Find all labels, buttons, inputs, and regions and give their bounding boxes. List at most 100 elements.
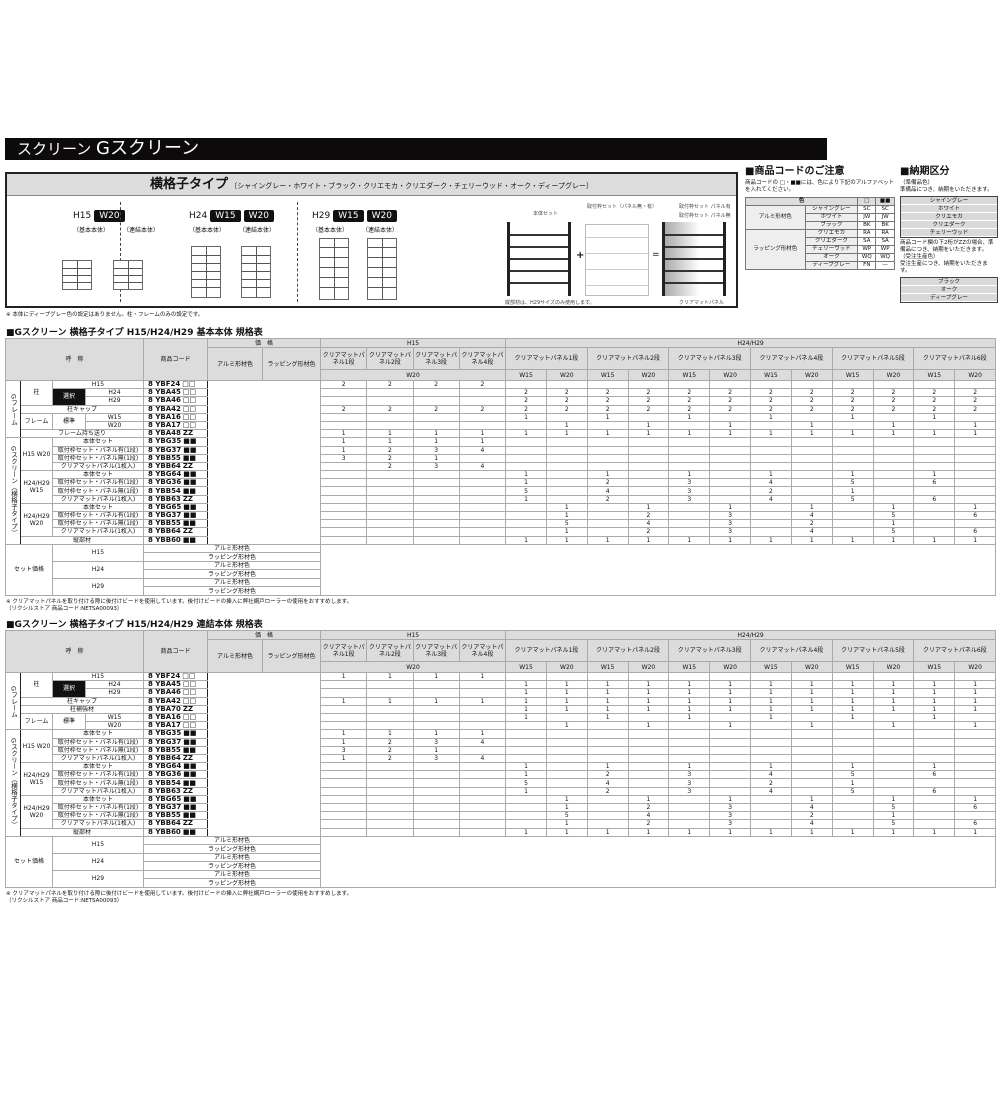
qty-h24: 2 [586,478,629,488]
qty-h15 [366,519,414,529]
qty-h15 [320,502,368,513]
qty-h24 [627,379,670,390]
code-text: 8 YBA45 [148,388,181,397]
qty-h24: 2 [709,396,752,406]
header-width: W20 [545,369,588,381]
qty-h24: 1 [709,420,752,431]
title-prefix: スクリーン [17,140,92,158]
qty-h15 [320,494,368,504]
qty-h24 [954,671,997,682]
qty-h24 [954,412,997,422]
qty-h24: 1 [750,535,792,545]
qty-h24: 1 [505,770,547,780]
qty-h24 [790,478,833,488]
qty-h15: 2 [366,404,414,414]
header-width: W20 [790,661,833,673]
qty-h24 [790,494,833,504]
qty-h15 [458,502,507,513]
qty-h24: 2 [586,404,629,414]
code-text: 8 YBB63 [148,787,181,795]
qty-h24 [545,729,588,739]
qty-h24 [668,671,711,682]
qty-h24: 1 [505,494,547,504]
item-label: 本体セット [51,762,145,772]
qty-h24: 1 [709,502,752,513]
qty-h24: 1 [750,429,792,439]
product-code: 8 YBA17 □□ [143,721,209,731]
qty-h15 [412,412,460,422]
item-label: H15 [51,379,145,390]
qty-h24 [954,762,997,772]
group-label: 柱 [20,672,53,698]
color-name: クリエモカ [804,229,859,238]
list-item: クリエモカ [901,213,997,221]
qty-h15 [412,396,460,406]
qty-h15 [458,396,507,406]
qty-h15 [320,461,368,472]
code-text: 8 YBA46 [148,396,181,405]
qty-h24 [790,786,833,796]
header-panel: クリアマットパネル5段 [831,639,915,662]
delivery-panel: ■納期区分 （準備品色） 準備品につき、納期をいただきます。 シャイングレー ホ… [900,166,998,305]
qty-h24 [913,420,956,431]
qty-h24: 1 [872,827,915,837]
color-code-mark: ■■ [183,478,197,487]
qty-h24: 1 [545,510,588,521]
qty-h24 [709,470,752,480]
qty-h24 [790,470,833,480]
qty-h24 [709,745,752,755]
header-width: W20 [320,661,507,673]
qty-h15 [320,704,368,714]
qty-h24 [709,445,752,455]
qty-h24 [913,778,956,788]
size-label: H15 [73,211,92,221]
qty-h15: 1 [320,737,368,747]
header-alum: アルミ形材色 [207,639,264,673]
table-row: クリアマットパネル(1枚入) 8 YBB64 ZZ 2 3 4 [6,461,997,472]
code-text: 8 YBB55 [148,746,181,754]
qty-h24 [790,712,833,723]
color-name: クリエダーク [804,237,859,246]
qty-h24 [954,737,997,747]
qty-h24 [831,737,874,747]
header-panel: クリアマットパネル3段 [668,347,752,370]
qty-h15: 1 [320,696,368,706]
qty-h24: 5 [831,770,874,780]
qty-h24: 2 [545,396,588,406]
table-row: クリアマットパネル(1枚入) 8 YBB64 ZZ 1 2 3 4 [6,753,997,764]
qty-h24 [668,753,711,764]
qty-h24: 2 [790,811,833,821]
color-code-mark: ■■ [183,446,197,454]
color-code-mark: ■■ [182,486,197,495]
section-label: Gフレーム [5,671,21,731]
qty-h24 [872,753,915,764]
qty-h15: 2 [366,453,414,463]
qty-h24: 1 [627,429,670,439]
qty-h24 [545,412,588,422]
qty-h24: 2 [627,404,670,414]
qty-h24: 1 [831,535,874,545]
list-item: チェリーウッド [901,229,997,237]
qty-h15: 1 [412,453,460,463]
diagram-label: 取付枠セット パネル有 [679,204,731,210]
qty-h24 [913,729,956,739]
set-kind: ラッピング形材色 [143,878,322,888]
qty-h24: 5 [545,811,588,821]
code-notice-panel: ■商品コードのご注意 商品コードの □・■■には、色により下記のアルファベットを… [744,166,895,270]
qty-h24 [750,379,792,390]
diagram-label: 縦部材は、H29サイズのみ使用します。 [505,300,595,306]
group-label: フレーム [20,712,53,731]
qty-h24 [790,379,833,390]
item-label: W20 [84,721,145,731]
qty-h24: 1 [790,535,833,545]
qty-h24 [627,453,670,463]
table-row: 柱補強材 8 YBA70 ZZ 1 1 1 1 1 1 1 1 1 1 1 1 [6,704,997,714]
qty-h15 [320,770,368,780]
qty-h24: 1 [790,429,833,439]
qty-h24: 1 [545,827,588,837]
item-label: H29 [84,396,145,406]
qty-h24: 1 [627,680,670,690]
qty-h24 [872,478,915,488]
qty-h24: 1 [790,794,833,805]
qty-h15: 4 [458,445,507,455]
